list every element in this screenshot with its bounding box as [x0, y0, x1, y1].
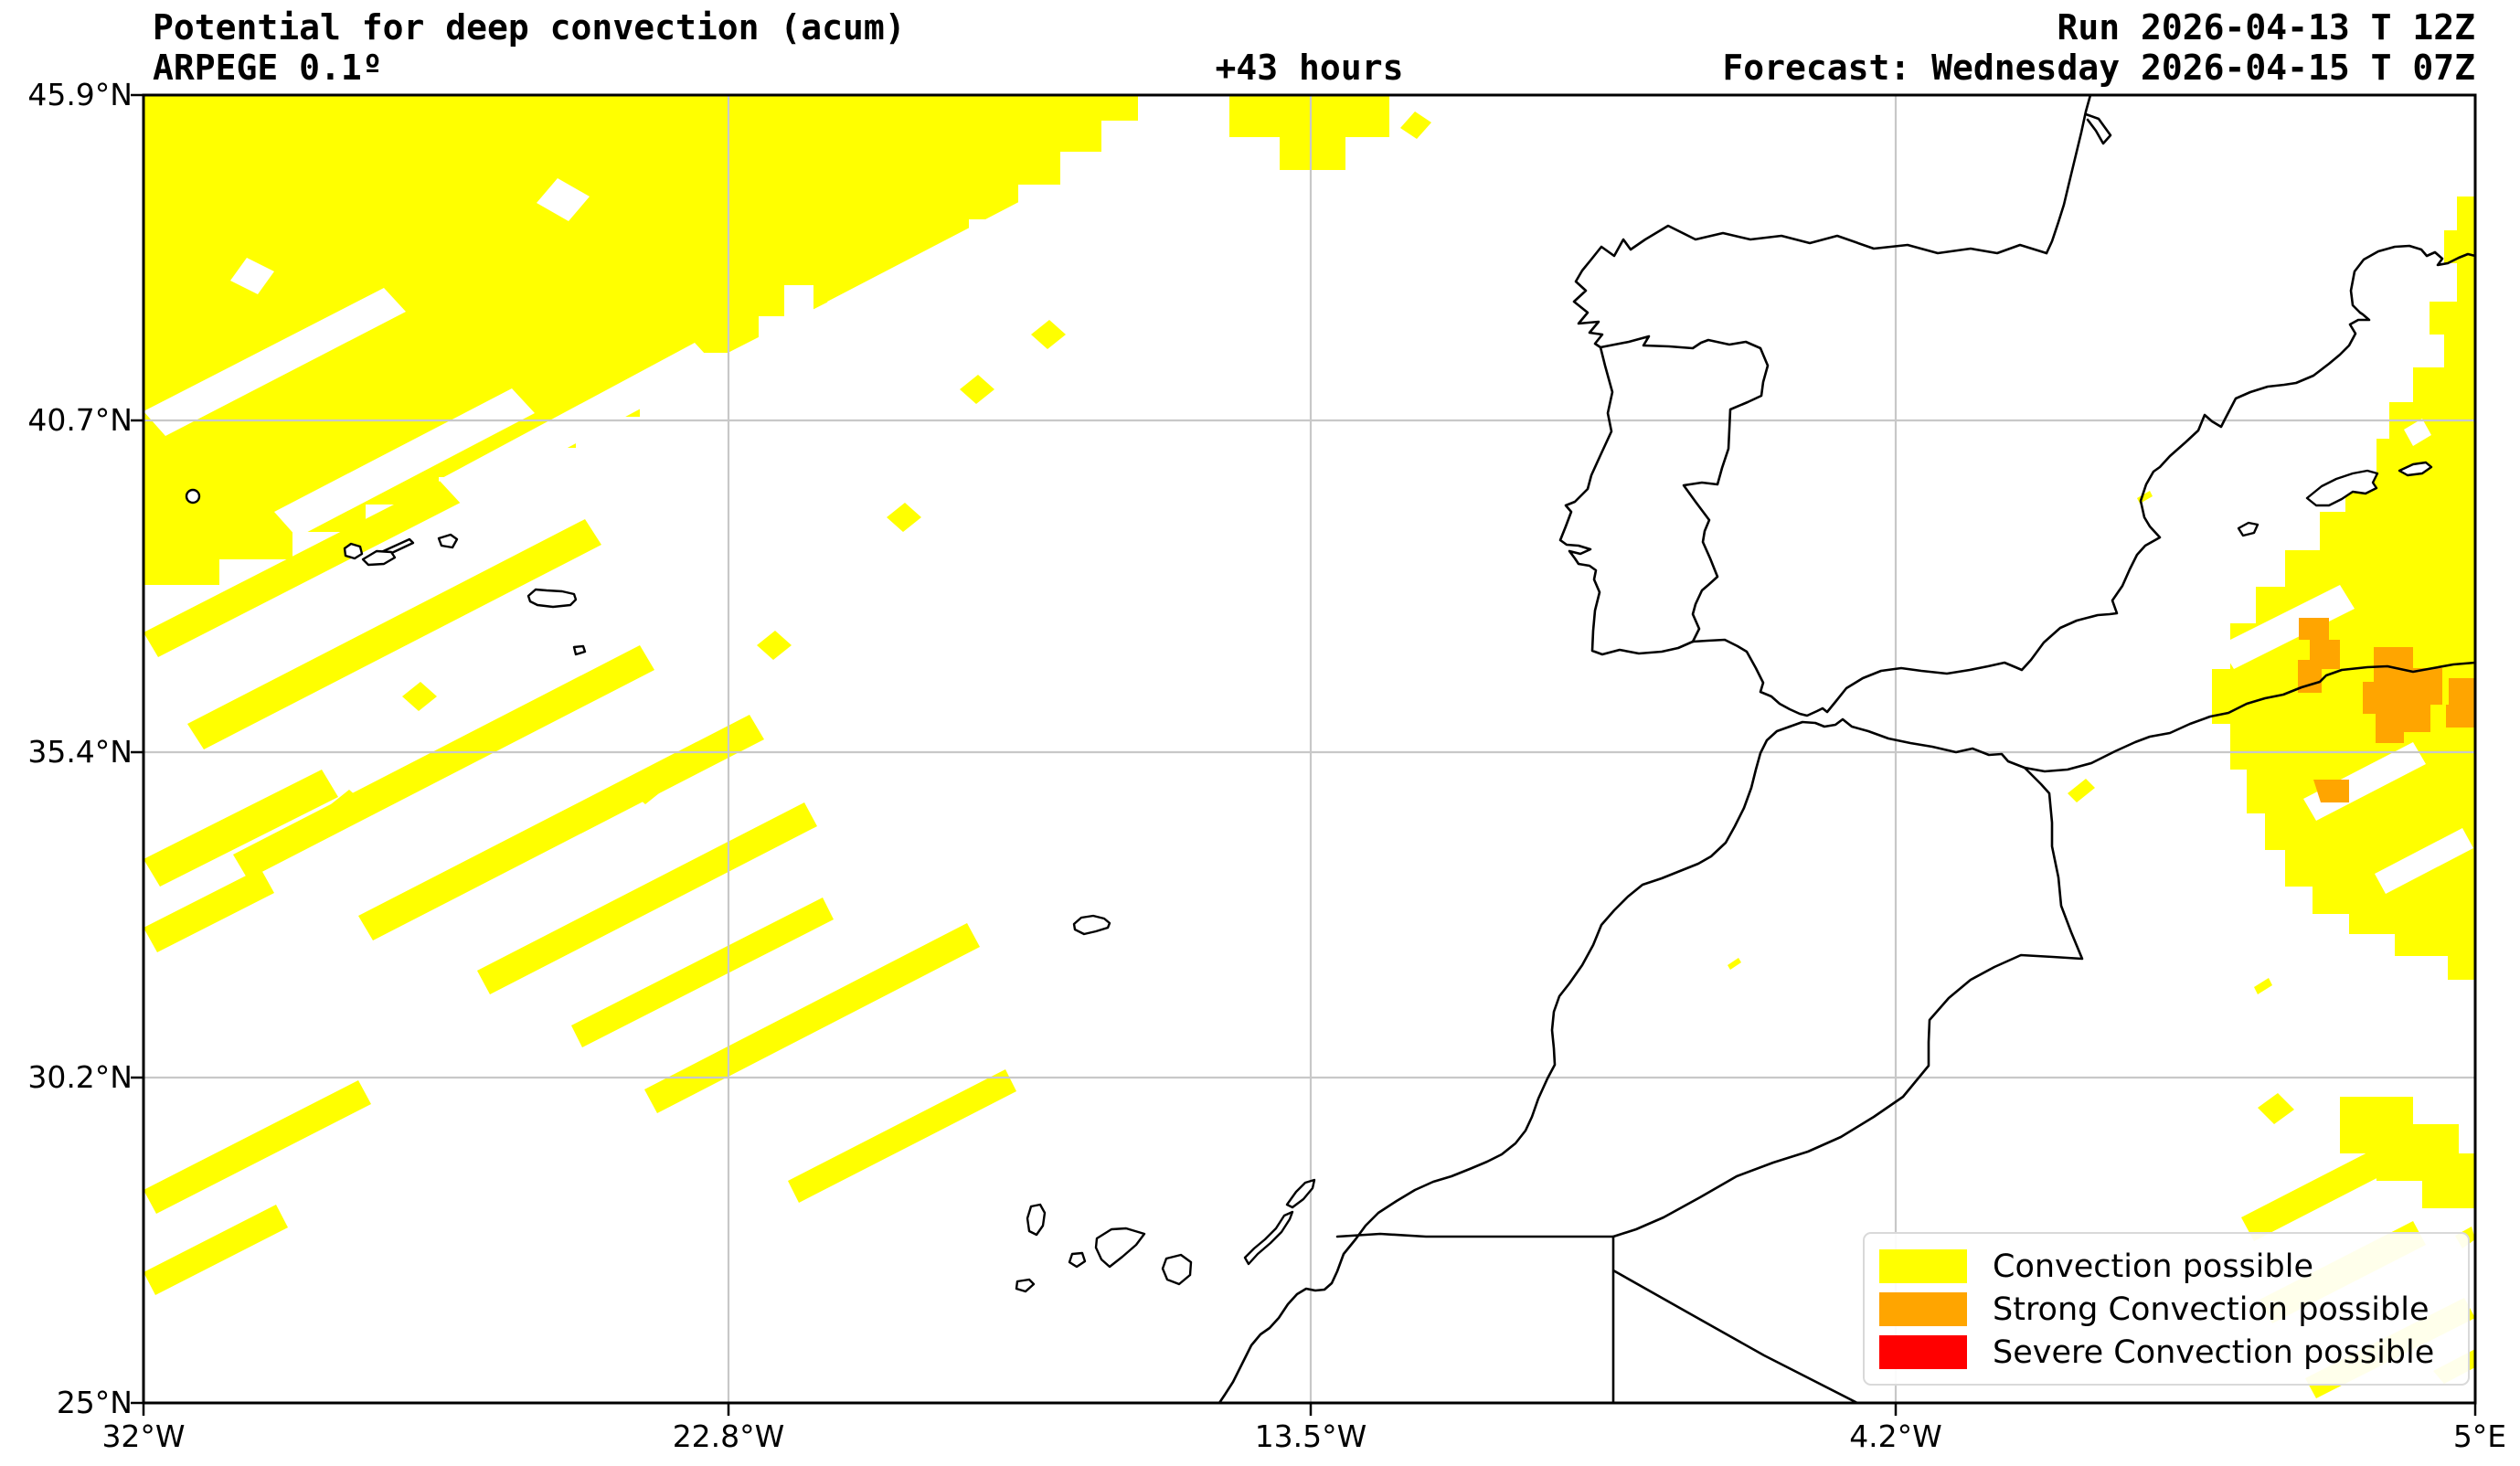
- lanzarote-island: [1285, 1178, 1316, 1209]
- gironde-estuary: [2084, 112, 2112, 145]
- legend-item-severe-convection: Severe Convection possible: [1879, 1331, 2468, 1374]
- lat-tick-label: 45.9°N: [27, 77, 133, 112]
- convection-area-gaps: [144, 178, 2473, 894]
- madeira-island: [1072, 914, 1111, 936]
- graticule-gridlines: [144, 95, 2475, 1403]
- iberia-coastline: [1558, 224, 2371, 717]
- legend: Convection possible Strong Convection po…: [1863, 1232, 2470, 1386]
- azores-santa-maria-island: [572, 644, 587, 656]
- islands: [185, 461, 2433, 1293]
- la-gomera-island: [1068, 1251, 1087, 1269]
- lon-tick-label: 5°E: [2452, 1418, 2507, 1454]
- azores-graciosa-island: [437, 533, 459, 549]
- gran-canaria-island: [1161, 1253, 1193, 1286]
- western-sahara-borders: [1335, 1232, 1859, 1403]
- forecast-label: Forecast: Wednesday 2026-04-15 T 07Z: [1722, 48, 2475, 88]
- lat-tick-label: 25°N: [56, 1385, 133, 1420]
- legend-label: Convection possible: [1993, 1248, 2313, 1285]
- run-label: Run 2026-04-13 T 12Z: [2057, 7, 2475, 48]
- page-title: Potential for deep convection (acum): [153, 7, 906, 48]
- lon-tick-label: 13.5°W: [1254, 1418, 1367, 1454]
- france-atlantic-coastline: [2045, 95, 2092, 255]
- severe-convection-swatch: [1879, 1335, 1967, 1369]
- portugal-spain-border: [1599, 335, 1770, 643]
- azores-flores-island: [185, 488, 201, 505]
- legend-item-convection-possible: Convection possible: [1879, 1245, 2468, 1288]
- lat-tick-label: 40.7°N: [27, 402, 133, 438]
- el-hierro-island: [1015, 1278, 1036, 1293]
- azores-sao-jorge-island: [361, 549, 397, 567]
- fuerteventura-island: [1243, 1210, 1294, 1266]
- convection-possible-swatch: [1879, 1249, 1967, 1283]
- lead-time-label: +43 hours: [1215, 48, 1404, 88]
- strong-convection-swatch: [1879, 1292, 1967, 1326]
- morocco-algeria-border: [1611, 766, 2084, 1238]
- tenerife-island: [1094, 1227, 1146, 1269]
- model-label: ARPEGE 0.1º: [153, 48, 383, 88]
- azores-sao-miguel-island: [526, 588, 578, 609]
- y-tick-marks: [131, 93, 144, 1405]
- la-palma-island: [1026, 1203, 1047, 1237]
- azores-faial-island: [343, 542, 364, 560]
- lon-tick-label: 22.8°W: [672, 1418, 785, 1454]
- legend-label: Severe Convection possible: [1993, 1333, 2435, 1371]
- lon-tick-label: 32°W: [101, 1418, 186, 1454]
- lat-tick-label: 30.2°N: [27, 1059, 133, 1095]
- strong-convection-area: [2298, 618, 2475, 802]
- run-info-block: Run 2026-04-13 T 12Z Forecast: Wednesday …: [1722, 7, 2475, 88]
- legend-item-strong-convection: Strong Convection possible: [1879, 1288, 2468, 1331]
- menorca-island: [2398, 461, 2433, 477]
- lat-tick-label: 35.4°N: [27, 734, 133, 770]
- x-tick-marks: [142, 1403, 2477, 1416]
- lon-tick-label: 4.2°W: [1849, 1418, 1942, 1454]
- coastlines: [1217, 95, 2475, 1403]
- mallorca-island: [2305, 469, 2379, 507]
- ibiza-island: [2237, 521, 2259, 537]
- france-med-coastline: [2349, 244, 2475, 314]
- africa-med-coastline: [1788, 661, 2475, 773]
- legend-label: Strong Convection possible: [1993, 1291, 2430, 1328]
- page-title-block: Potential for deep convection (acum) ARPE…: [153, 7, 906, 88]
- africa-atlantic-coastline: [1217, 725, 1792, 1403]
- axes-frame: [131, 93, 2477, 1416]
